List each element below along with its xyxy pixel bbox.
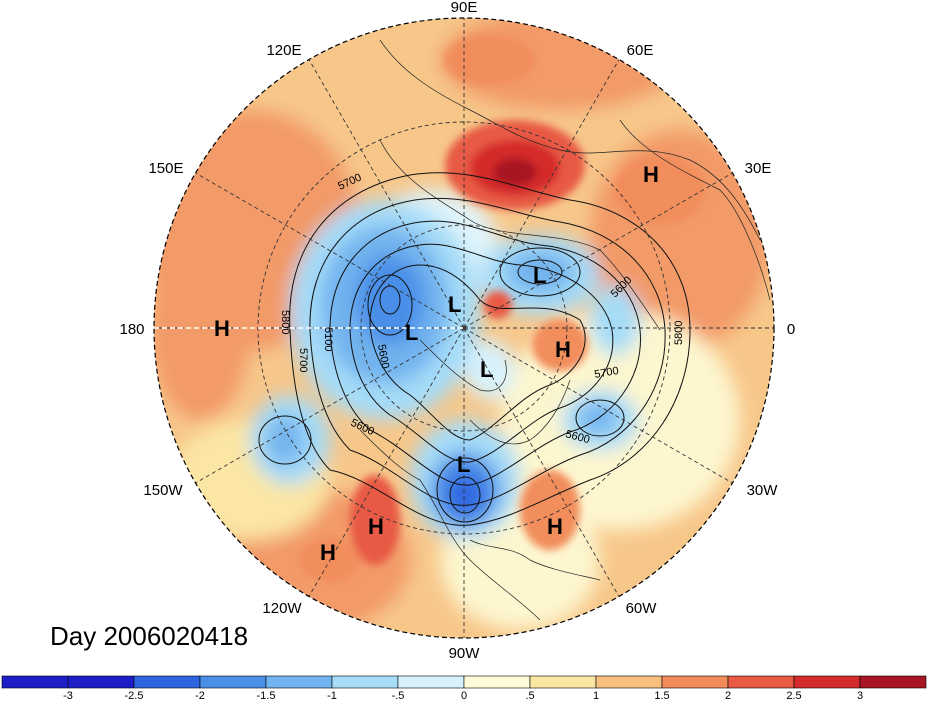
high-pressure-marker: H <box>320 540 336 565</box>
contour-label: 5600 <box>375 343 391 369</box>
longitude-labels: 90E 60E 30E 0 30W 60W 90W 120W 150W 180 … <box>119 0 795 662</box>
colorbar-swatch <box>529 675 597 689</box>
longitude-label-60w: 60W <box>626 600 658 617</box>
meridian-line <box>463 172 733 329</box>
colorbar-swatch <box>859 675 927 689</box>
map-border <box>153 17 775 639</box>
high-pressure-marker: H <box>547 514 563 539</box>
longitude-label-150w: 150W <box>143 482 183 499</box>
colorbar-swatch <box>199 675 267 689</box>
high-pressure-marker: H <box>368 514 384 539</box>
contour-label: 5800 <box>673 321 685 345</box>
colorbar-tick-label: -3 <box>63 690 73 702</box>
meridian-line <box>308 327 465 597</box>
colorbar-tick-label: -2.5 <box>125 690 144 702</box>
longitude-label-90w: 90W <box>449 645 481 662</box>
longitude-label-0: 0 <box>787 321 795 338</box>
coastlines <box>359 39 771 621</box>
colorbar-swatch <box>727 675 795 689</box>
colorbar-tick-label: 0 <box>461 690 467 702</box>
low-pressure-marker: L <box>448 292 461 317</box>
meridian-line <box>195 172 465 329</box>
meridian-line <box>463 327 733 484</box>
colorbar-tick-label: -1 <box>327 690 337 702</box>
anomaly-shading <box>154 18 774 638</box>
colorbar: -3 -2.5 -2 -1.5 -1 -.5 0 .5 1 1.5 2 2.5 3 <box>1 675 927 702</box>
longitude-label-30w: 30W <box>747 482 779 499</box>
colorbar-tick-label: -2 <box>195 690 205 702</box>
colorbar-swatch <box>595 675 663 689</box>
colorbar-tick-label: 1.5 <box>654 690 669 702</box>
colorbar-swatch <box>463 675 531 689</box>
height-contours <box>258 172 691 526</box>
colorbar-swatch <box>133 675 201 689</box>
contour-label: 5700 <box>593 365 619 381</box>
colorbar-swatch <box>67 675 135 689</box>
colorbar-swatch <box>331 675 399 689</box>
longitude-label-120w: 120W <box>262 600 302 617</box>
contour-label: 5800 <box>279 310 291 334</box>
contour-label: 5100 <box>322 327 334 351</box>
longitude-label-30e: 30E <box>745 160 772 177</box>
high-pressure-marker: H <box>555 337 571 362</box>
longitude-label-180: 180 <box>119 321 144 338</box>
low-pressure-marker: L <box>480 357 493 382</box>
meridian-line <box>195 327 465 484</box>
colorbar-swatch <box>661 675 729 689</box>
low-pressure-marker: L <box>457 452 470 477</box>
longitude-label-60e: 60E <box>627 42 654 59</box>
pressure-systems: H H H H H H L L L L L <box>214 162 659 565</box>
meridian-line <box>463 59 620 329</box>
longitude-label-90e: 90E <box>451 0 478 16</box>
meridians <box>154 18 774 638</box>
colorbar-tick-label: 2 <box>725 690 731 702</box>
colorbar-tick-label: .5 <box>525 690 534 702</box>
colorbar-swatch <box>265 675 333 689</box>
longitude-label-150e: 150E <box>148 160 183 177</box>
colorbar-tick-label: 1 <box>593 690 599 702</box>
high-pressure-marker: H <box>643 162 659 187</box>
colorbar-swatch <box>793 675 861 689</box>
meridian-line <box>308 59 465 329</box>
low-pressure-marker: L <box>405 320 418 345</box>
high-pressure-marker: H <box>214 316 230 341</box>
colorbar-tick-label: 3 <box>857 690 863 702</box>
colorbar-swatch <box>1 675 69 689</box>
colorbar-swatch <box>397 675 465 689</box>
longitude-label-120e: 120E <box>266 42 301 59</box>
colorbar-tick-label: -.5 <box>392 690 405 702</box>
contour-label: 5700 <box>297 348 309 372</box>
plot-title: Day 2006020418 <box>50 621 248 651</box>
colorbar-tick-label: -1.5 <box>257 690 276 702</box>
meridian-line <box>463 327 620 597</box>
colorbar-tick-label: 2.5 <box>786 690 801 702</box>
low-pressure-marker: L <box>533 263 546 288</box>
